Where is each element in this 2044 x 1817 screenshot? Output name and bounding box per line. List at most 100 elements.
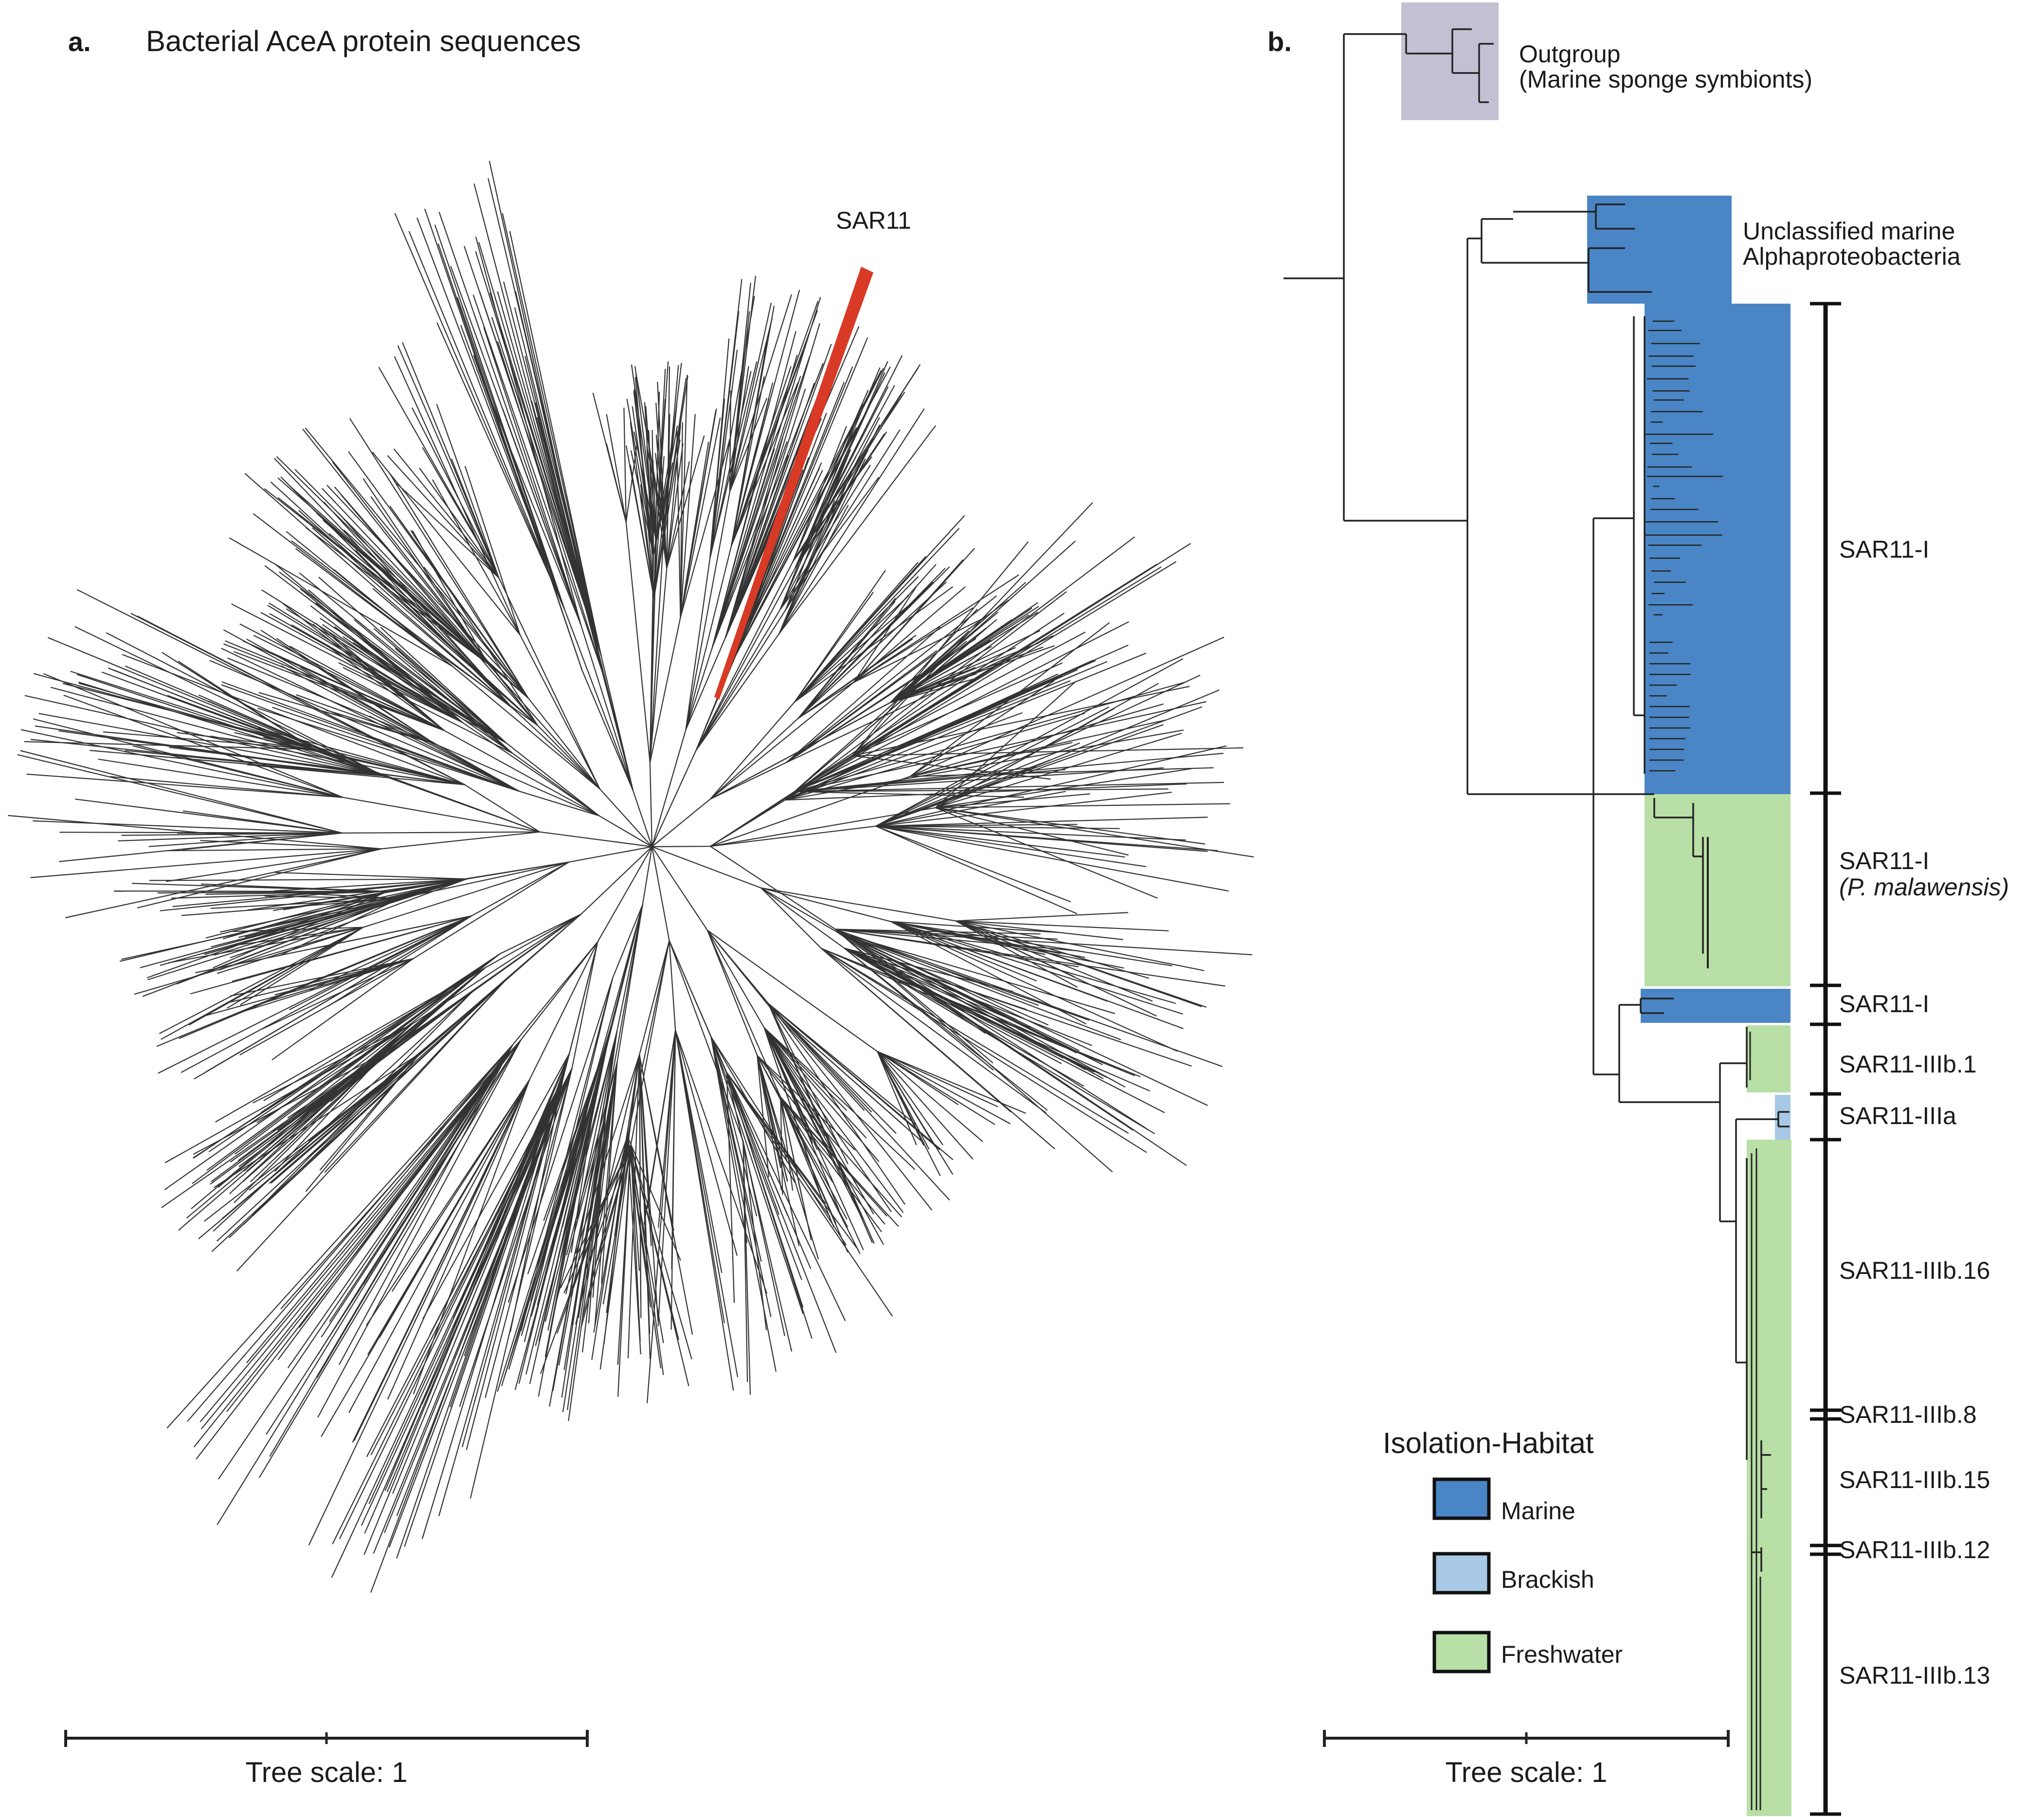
tree-branch <box>709 371 752 559</box>
tree-branch <box>411 407 500 578</box>
tree-branch <box>763 1027 884 1245</box>
tree-branch <box>835 928 1223 1067</box>
tree-branch <box>592 630 634 791</box>
tree-branch <box>795 456 857 569</box>
tree-branch <box>227 927 363 1009</box>
tree-branch <box>935 768 1192 808</box>
tree-branch <box>101 672 383 777</box>
tree-branch <box>726 1072 846 1321</box>
tree-branch <box>168 927 363 963</box>
tree-branch <box>955 920 1075 978</box>
tree-branch <box>630 422 655 598</box>
tree-branch <box>780 1097 899 1227</box>
tree-branch <box>322 624 463 723</box>
tree-branch <box>890 921 1124 969</box>
tree-branch <box>797 600 896 719</box>
tree-branch <box>544 1031 618 1322</box>
tree-branch <box>26 773 343 798</box>
tree-branch <box>451 458 500 578</box>
tree-branch <box>645 406 657 542</box>
tree-branch <box>539 831 652 848</box>
tree-branch <box>890 612 1038 703</box>
tree-branch <box>566 1062 618 1255</box>
tree-branch <box>597 1145 632 1261</box>
tree-branch <box>910 767 1214 777</box>
tree-branch <box>460 325 565 610</box>
tree-branch <box>305 527 488 664</box>
tree-branch <box>837 931 1090 1021</box>
tree-branch <box>785 424 881 610</box>
tree-branch <box>724 344 832 638</box>
tree-branch <box>794 527 960 703</box>
tree-branch <box>198 1053 421 1239</box>
tree-branch <box>630 1145 641 1341</box>
tree-branch <box>794 681 1186 792</box>
tree-branch <box>244 473 513 709</box>
tree-branch <box>242 967 486 1182</box>
tree-branch <box>575 1054 640 1254</box>
tree-branch <box>191 1024 413 1209</box>
tree-branch <box>709 349 738 559</box>
tree-branch <box>466 1078 564 1450</box>
tree-branch <box>785 712 1085 801</box>
tree-branch <box>651 846 761 889</box>
tree-branch <box>181 915 472 1073</box>
tree-branch <box>308 1079 530 1545</box>
tree-branch <box>514 307 602 656</box>
tree-branch <box>140 878 467 968</box>
tree-branch <box>30 848 381 878</box>
tree-branch <box>780 1097 783 1195</box>
tree-branch <box>729 390 731 492</box>
tree-branch <box>247 764 465 785</box>
tree-branch <box>761 887 891 922</box>
tree-branch <box>372 452 521 636</box>
tree-branch <box>639 1054 652 1246</box>
tree-branch <box>780 1097 794 1191</box>
tree-branch <box>875 706 1110 827</box>
tree-branch <box>606 414 627 523</box>
tree-branch <box>269 1053 421 1184</box>
tree-branch <box>332 1078 564 1544</box>
tree-branch <box>436 404 500 578</box>
tree-branch <box>508 1026 612 1370</box>
tree-branch <box>462 722 599 817</box>
tree-branch <box>875 658 1183 827</box>
tree-branch <box>853 607 974 683</box>
tree-branch <box>875 706 1202 827</box>
tree-branch <box>890 921 1184 1029</box>
tree-branch <box>349 418 529 699</box>
panel-a-letter: a. <box>68 26 91 57</box>
tree-branch <box>512 941 598 1045</box>
tree-branch <box>778 504 849 634</box>
tree-branch <box>731 366 853 663</box>
tree-branch <box>177 732 314 750</box>
tree-branch <box>794 556 926 703</box>
tree-branch <box>795 767 1164 792</box>
sar11-highlight-wedge <box>714 267 873 700</box>
tree-branch <box>413 1079 530 1395</box>
tree-branch <box>710 1036 772 1317</box>
tree-branch <box>875 792 1172 827</box>
tree-branch <box>726 1072 735 1303</box>
tree-branch <box>875 724 1164 827</box>
tree-branch <box>262 958 414 1030</box>
tree-branch <box>193 1039 522 1448</box>
tree-branch <box>935 803 1230 808</box>
tree-branch <box>792 426 847 562</box>
legend: Isolation-Habitat Marine Brackish Freshw… <box>1383 1427 1623 1673</box>
panel-b: b. Outgroup (Marine sponge symbionts) Un… <box>1267 2 2009 1816</box>
legend-swatch-brackish <box>1432 1552 1491 1595</box>
tree-branch <box>627 940 670 1137</box>
tree-branch <box>258 692 434 744</box>
tree-branch <box>422 1053 570 1319</box>
tree-branch <box>617 1145 632 1365</box>
tree-branch <box>364 1039 522 1286</box>
tree-branch <box>300 667 520 792</box>
habitat-boxes <box>1401 2 1791 1816</box>
tree-branch <box>935 708 1115 808</box>
tree-branch <box>853 585 918 683</box>
tree-branch <box>712 376 801 648</box>
tree-branch <box>910 703 1164 777</box>
tree-branch <box>230 958 414 997</box>
